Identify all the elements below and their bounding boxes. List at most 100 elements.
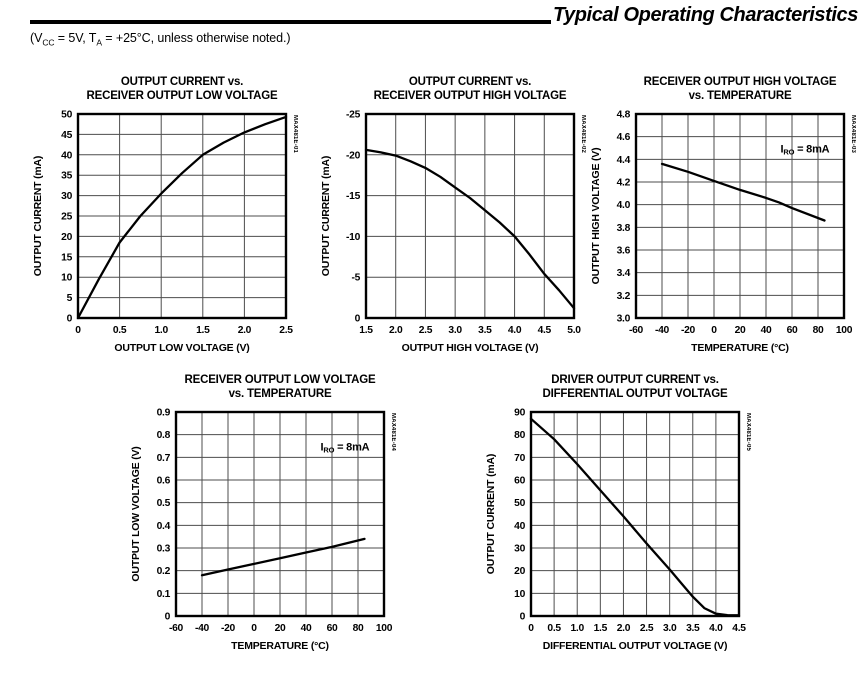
x-tick-label: 0 <box>251 623 257 634</box>
y-tick-label: 0 <box>355 314 361 325</box>
x-tick-label: 0.5 <box>547 623 561 634</box>
x-tick-label: 3.5 <box>478 325 492 336</box>
chart-title-line: OUTPUT CURRENT vs. <box>120 76 244 88</box>
figure-number-label: MAX481E-04 <box>390 413 396 451</box>
chart-title-line: DRIVER OUTPUT CURRENT vs. <box>551 374 719 386</box>
x-tick-label: 4.5 <box>732 623 746 634</box>
y-tick-label: 10 <box>514 589 525 600</box>
x-axis-title: OUTPUT LOW VOLTAGE (V) <box>114 342 249 354</box>
x-tick-label: 2.5 <box>419 325 433 336</box>
figure-number-label: MAX481E-02 <box>580 115 586 153</box>
y-tick-label: 0.1 <box>157 589 171 600</box>
chart-receiver-output-high-voltage-vs-temperature: RECEIVER OUTPUT HIGH VOLTAGE vs. TEMPERA… <box>586 76 856 362</box>
y-tick-label: 60 <box>514 476 525 487</box>
chart-canvas: 0 0.5 1.0 1.5 2.0 2.5 0 5 10 15 20 25 30 35 40 45 50 OUTP… <box>32 110 298 355</box>
chart-canvas: -60 -40 -20 0 20 40 60 80 100 0 0.1 0.2 0.3 0.4 0.5 0.6… <box>130 408 396 653</box>
chart-canvas: 0 0.5 1.0 1.5 2.0 2.5 3.0 3.5 4.0 4.5 0 10 20 30 40 50 6… <box>485 408 751 653</box>
x-tick-label: 60 <box>327 623 338 634</box>
x-tick-label: 80 <box>353 623 364 634</box>
x-tick-label: 4.0 <box>508 325 522 336</box>
data-curve <box>76 115 288 320</box>
x-tick-label: 4.5 <box>538 325 552 336</box>
y-tick-label: 90 <box>514 408 525 419</box>
plot-border <box>634 112 846 320</box>
figure-number-label: MAX481E-01 <box>292 115 298 153</box>
y-tick-label: 50 <box>514 498 525 509</box>
chart-title-line: OUTPUT CURRENT vs. <box>408 76 532 88</box>
y-tick-label: 25 <box>61 212 72 223</box>
chart-receiver-output-low-voltage-vs-temperature: RECEIVER OUTPUT LOW VOLTAGE vs. TEMPERAT… <box>126 374 396 660</box>
y-tick-label: 80 <box>514 430 525 441</box>
x-tick-label: 3.0 <box>663 623 677 634</box>
chart-title-line: RECEIVER OUTPUT LOW VOLTAGE <box>184 374 376 386</box>
y-tick-label: 10 <box>61 273 72 284</box>
y-tick-label: 20 <box>514 566 525 577</box>
x-tick-label: 100 <box>836 325 853 336</box>
x-axis-title: DIFFERENTIAL OUTPUT VOLTAGE (V) <box>543 640 728 652</box>
x-tick-label: 4.0 <box>709 623 723 634</box>
header-rule <box>30 20 551 24</box>
x-tick-label: 1.0 <box>154 325 168 336</box>
data-curve <box>364 148 576 310</box>
figure-number-label: MAX481E-05 <box>745 413 751 451</box>
y-tick-label: 0.4 <box>157 521 171 532</box>
y-tick-label: 0 <box>520 612 526 623</box>
y-tick-label: -15 <box>346 191 361 202</box>
data-curve <box>660 162 826 222</box>
y-tick-label: 0.6 <box>157 476 171 487</box>
x-tick-label: 100 <box>376 623 393 634</box>
x-tick-label: 2.0 <box>617 623 631 634</box>
chart-title-line: DIFFERENTIAL OUTPUT VOLTAGE <box>542 387 728 400</box>
y-tick-label: 3.6 <box>617 246 631 257</box>
y-tick-label: 5 <box>67 293 73 304</box>
y-tick-label: 0.9 <box>157 408 171 419</box>
y-tick-label: 70 <box>514 453 525 464</box>
y-tick-label: 0.2 <box>157 566 171 577</box>
y-axis-title: OUTPUT LOW VOLTAGE (V) <box>130 446 142 581</box>
x-tick-label: 80 <box>813 325 824 336</box>
x-tick-label: -60 <box>629 325 644 336</box>
x-axis-title: TEMPERATURE (°C) <box>231 640 329 652</box>
chart-canvas: -60 -40 -20 0 20 40 60 80 100 3.0 3.2 3.4 3.6 3.8 4.0 4… <box>590 110 856 355</box>
chart-title-line: vs. TEMPERATURE <box>688 89 792 102</box>
x-tick-label: -40 <box>195 623 210 634</box>
y-tick-label: 30 <box>61 191 72 202</box>
x-tick-label: 2.0 <box>238 325 252 336</box>
y-tick-label: 40 <box>61 150 72 161</box>
y-tick-label: -25 <box>346 110 361 121</box>
x-tick-label: 40 <box>761 325 772 336</box>
y-tick-label: 4.6 <box>617 132 631 143</box>
plot-border <box>529 410 741 618</box>
y-tick-label: 45 <box>61 130 72 141</box>
x-tick-label: 2.5 <box>279 325 293 336</box>
annotation-iro: IRO = 8mA <box>781 144 830 157</box>
y-tick-label: 4.0 <box>617 200 631 211</box>
x-tick-label: 2.5 <box>640 623 654 634</box>
x-tick-label: 0 <box>528 623 534 634</box>
annotation-iro: IRO = 8mA <box>321 442 370 455</box>
chart-title: DRIVER OUTPUT CURRENT vs. DIFFERENTIAL O… <box>531 374 739 402</box>
y-tick-label: 40 <box>514 521 525 532</box>
chart-title-line: vs. TEMPERATURE <box>228 387 332 400</box>
y-tick-label: 30 <box>514 544 525 555</box>
y-tick-label: 4.4 <box>617 155 631 166</box>
chart-title-line: RECEIVER OUTPUT LOW VOLTAGE <box>86 89 278 102</box>
x-tick-label: -20 <box>681 325 696 336</box>
y-tick-label: 3.0 <box>617 314 631 325</box>
y-tick-label: 0 <box>165 612 171 623</box>
page-header: Typical Operating Characteristics <box>30 4 858 27</box>
x-tick-label: 0 <box>75 325 81 336</box>
x-tick-label: 2.0 <box>389 325 403 336</box>
x-tick-label: -60 <box>169 623 184 634</box>
page-title: Typical Operating Characteristics <box>552 4 858 26</box>
chart-output-current-vs-receiver-output-low-voltage: OUTPUT CURRENT vs. RECEIVER OUTPUT LOW V… <box>28 76 298 362</box>
x-axis-title: TEMPERATURE (°C) <box>691 342 789 354</box>
chart-driver-output-current-vs-differential-output-voltage: DRIVER OUTPUT CURRENT vs. DIFFERENTIAL O… <box>481 374 751 660</box>
y-tick-label: 3.8 <box>617 223 631 234</box>
y-axis-title: OUTPUT CURRENT (mA) <box>32 156 44 276</box>
x-tick-label: -20 <box>221 623 236 634</box>
y-axis-title: OUTPUT HIGH VOLTAGE (V) <box>590 148 602 285</box>
chart-output-current-vs-receiver-output-high-voltage: OUTPUT CURRENT vs. RECEIVER OUTPUT HIGH … <box>316 76 586 362</box>
y-tick-label: -10 <box>346 232 361 243</box>
x-tick-label: 3.5 <box>686 623 700 634</box>
